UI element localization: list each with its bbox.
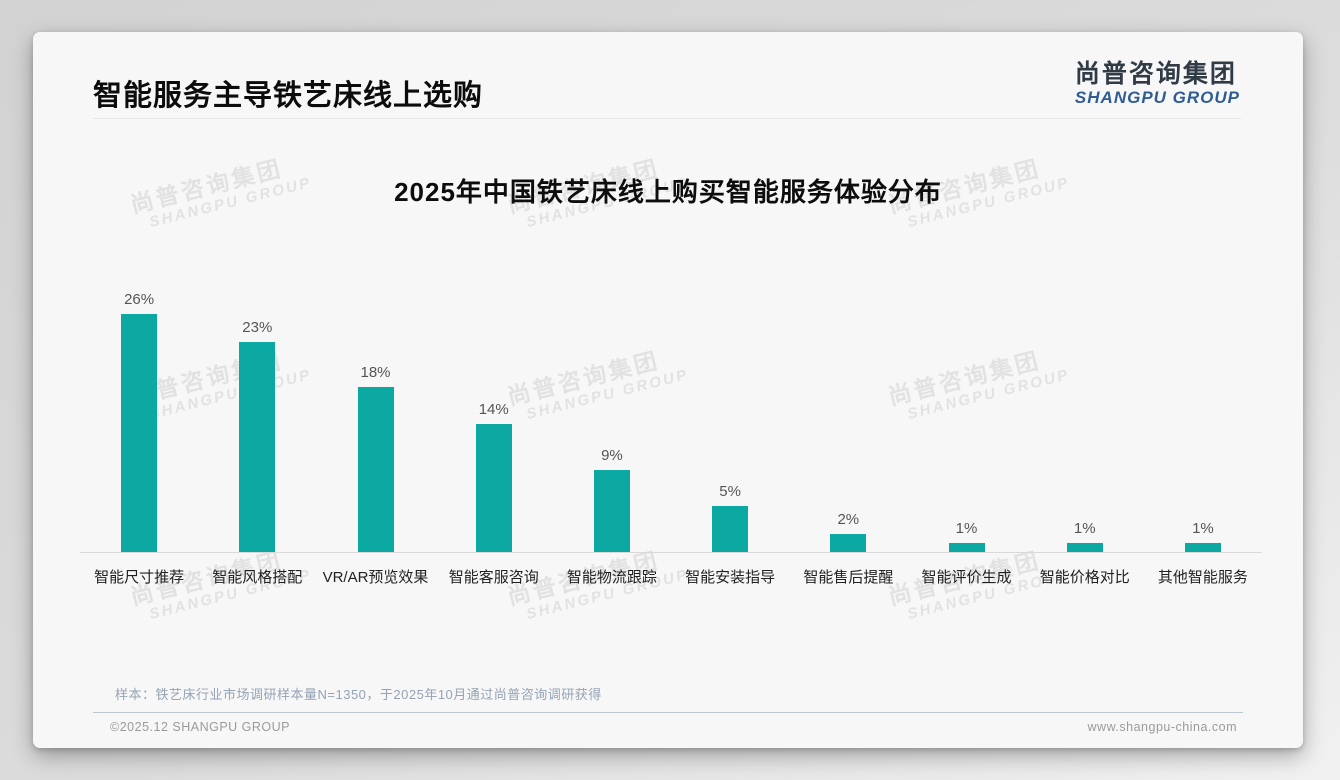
category-label: 智能安装指导 (685, 569, 776, 586)
page-title: 智能服务主导铁艺床线上选购 (93, 80, 484, 112)
bar-value-label: 9% (601, 447, 623, 464)
footer: ©2025.12 SHANGPU GROUP www.shangpu-china… (110, 720, 1237, 734)
brand-logo: 尚普咨询集团 SHANGPU GROUP (1075, 60, 1240, 108)
chart-title: 2025年中国铁艺床线上购买智能服务体验分布 (394, 177, 942, 207)
bar-column: 1% (907, 283, 1025, 552)
sample-footnote: 样本：铁艺床行业市场调研样本量N=1350，于2025年10月通过尚普咨询调研获… (115, 687, 602, 702)
bar-value-label: 1% (1073, 520, 1096, 537)
bar (593, 470, 630, 552)
bar-column: 9% (553, 283, 671, 552)
bar (1066, 543, 1103, 552)
bar-value-label: 14% (478, 401, 509, 418)
bar-column: 1% (1144, 283, 1262, 552)
bar-value-label: 23% (242, 319, 273, 336)
bar (475, 424, 512, 552)
bar-chart-categories: 智能尺寸推荐 智能风格搭配 VR/AR预览效果 智能客服咨询 智能物流跟踪 智能安装指导 智… (80, 568, 1262, 588)
bar-column: 18% (316, 283, 434, 552)
category-label: 智能价格对比 (1039, 569, 1130, 586)
bar (121, 314, 158, 552)
copyright-text: ©2025.12 SHANGPU GROUP (110, 720, 290, 734)
brand-logo-cn: 尚普咨询集团 (1074, 60, 1237, 88)
header-divider (93, 118, 1241, 119)
bar-value-label: 1% (955, 520, 978, 537)
bar-column: 2% (789, 283, 907, 552)
bar-chart-plot: 26% 23% 18% 14% 9% 5% 2% 1% 1% 1% (80, 283, 1262, 553)
category-label: 智能风格搭配 (212, 569, 303, 586)
category-label: 智能售后提醒 (803, 569, 894, 586)
footer-divider (93, 712, 1243, 713)
bar-column: 1% (1026, 283, 1144, 552)
bar-column: 14% (435, 283, 553, 552)
bar (948, 543, 985, 552)
category-label: 智能客服咨询 (448, 569, 539, 586)
bar-column: 23% (198, 283, 316, 552)
category-label: 智能尺寸推荐 (94, 569, 185, 586)
bar (1184, 543, 1221, 552)
category-label: VR/AR预览效果 (322, 569, 429, 586)
category-label: 智能评价生成 (921, 569, 1012, 586)
bar (830, 534, 867, 552)
bar (239, 342, 276, 552)
bar-value-label: 26% (124, 291, 155, 308)
bar-value-label: 1% (1192, 520, 1214, 537)
bar-column: 26% (80, 283, 198, 552)
brand-logo-en: SHANGPU GROUP (1074, 88, 1240, 107)
bar (712, 506, 749, 552)
slide-card: 尚普咨询集团 SHANGPU GROUP 尚普咨询集团 SHANGPU GROUP 尚普… (33, 32, 1303, 748)
bar-column: 5% (671, 283, 789, 552)
bar (357, 387, 394, 552)
bar-value-label: 2% (837, 511, 860, 528)
bar-value-label: 5% (719, 483, 741, 500)
category-label: 智能物流跟踪 (566, 569, 657, 586)
website-url: www.shangpu-china.com (1087, 720, 1237, 734)
category-label: 其他智能服务 (1157, 569, 1248, 586)
bar-value-label: 18% (360, 364, 391, 381)
